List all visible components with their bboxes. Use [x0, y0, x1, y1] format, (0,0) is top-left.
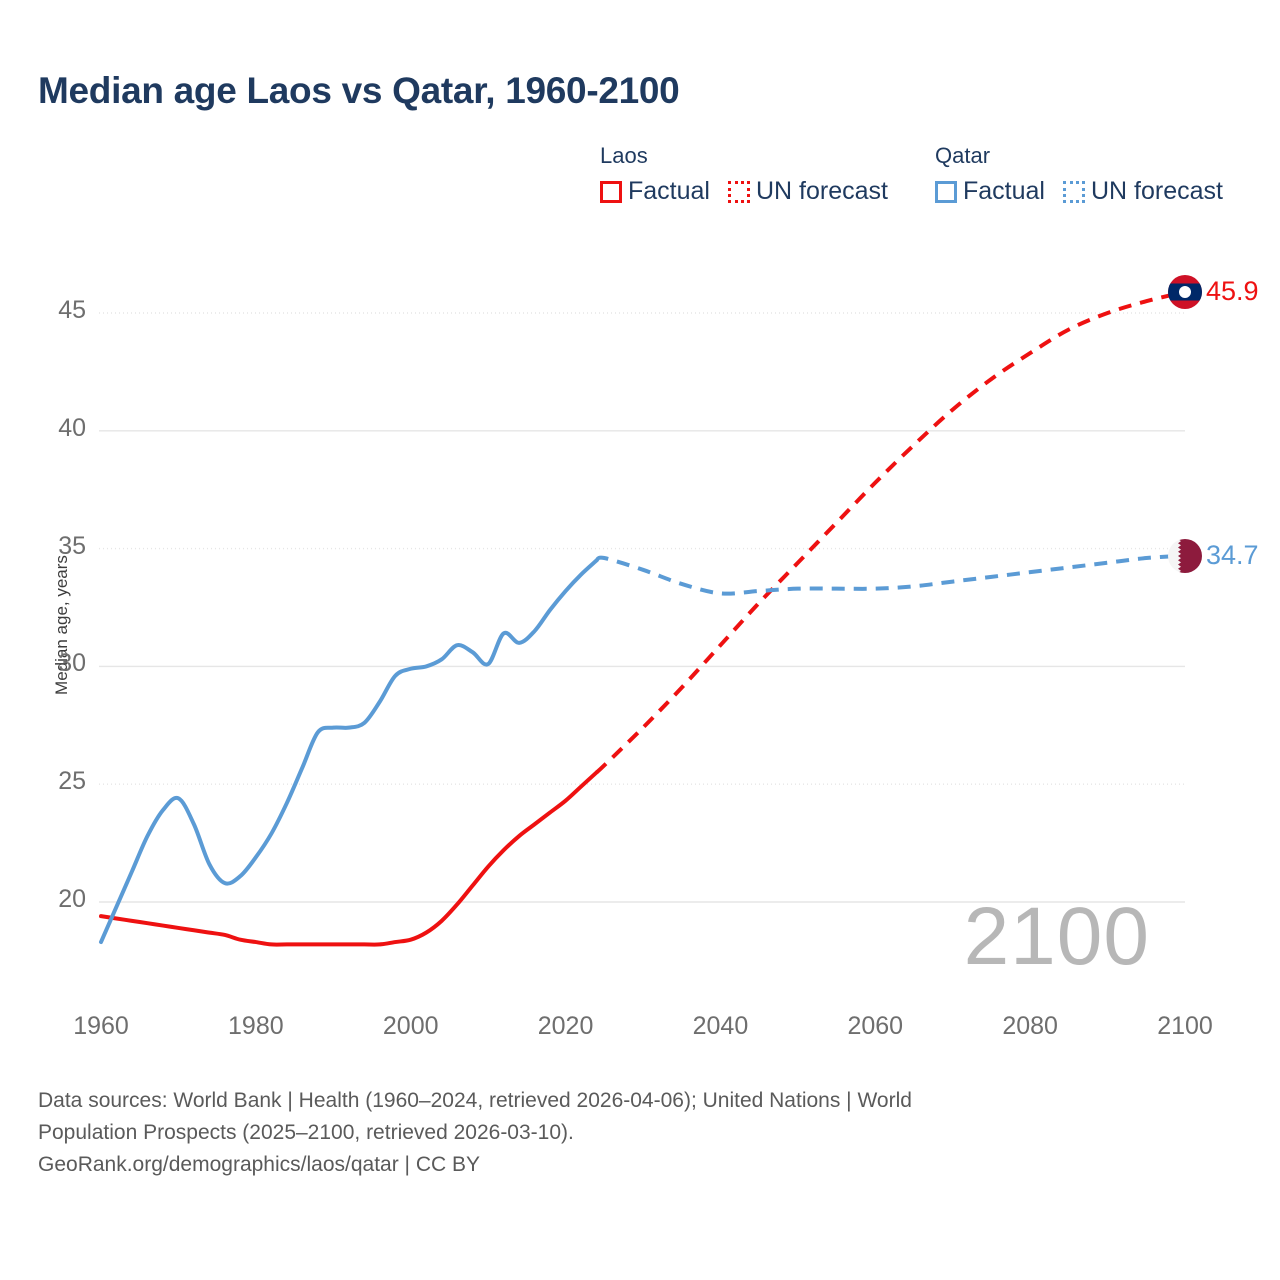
series-lines — [99, 289, 1186, 947]
y-axis-tick-label: 40 — [58, 413, 86, 442]
y-axis-tick-label: 30 — [58, 649, 86, 678]
page-title: Median age Laos vs Qatar, 1960-2100 — [38, 70, 680, 111]
y-axis-tick-label: 45 — [58, 296, 86, 324]
legend-item-label: Factual — [963, 177, 1045, 205]
legend-swatch-solid-icon — [935, 180, 957, 203]
legend-item-label: UN forecast — [755, 177, 888, 205]
legend-item-label: UN forecast — [1090, 177, 1223, 205]
watermark-year: 2100 — [963, 891, 1150, 982]
legend-item-laos-factual[interactable]: Factual — [600, 177, 710, 206]
x-axis-tick-label: 2060 — [847, 1012, 904, 1040]
x-axis-tick-label: 1960 — [73, 1012, 129, 1040]
footer-sources: Data sources: World Bank | Health (1960–… — [38, 1085, 1218, 1181]
legend-item-qatar-forecast[interactable]: UN forecast — [1062, 177, 1223, 206]
x-axis-tick-label: 2020 — [537, 1012, 594, 1040]
series-line-factual-laos — [99, 770, 599, 947]
legend-item-laos-forecast[interactable]: UN forecast — [727, 177, 888, 206]
laos-flag-icon — [1168, 274, 1202, 309]
series-line-forecast-qatar — [595, 553, 1186, 596]
qatar-flag-icon — [1168, 538, 1202, 573]
x-axis-tick-label: 2040 — [692, 1012, 749, 1040]
endpoint-value-qatar: 34.7 — [1206, 540, 1259, 571]
x-axis-tick-label: 2100 — [1157, 1012, 1213, 1040]
series-line-forecast-laos — [595, 289, 1186, 774]
legend-item-label: Factual — [628, 177, 710, 205]
endpoint-marker-qatar: 34.7 — [1168, 538, 1259, 573]
y-axis-tick-label: 20 — [58, 885, 86, 913]
legend-item-qatar-factual[interactable]: Factual — [935, 177, 1045, 206]
legend-country-label: Qatar — [935, 143, 991, 168]
footer-line-2: Population Prospects (2025–2100, retriev… — [38, 1121, 574, 1144]
legend-group-laos: Laos Factual UN forecast — [600, 143, 888, 206]
legend-swatch-dotted-icon — [1062, 180, 1085, 203]
y-axis-tick-label: 35 — [58, 531, 86, 560]
footer-line-1: Data sources: World Bank | Health (1960–… — [38, 1089, 912, 1112]
x-axis-tick-label: 2080 — [1002, 1012, 1058, 1040]
x-axis-tick-label: 1980 — [228, 1012, 284, 1040]
endpoint-marker-laos: 45.9 — [1168, 274, 1259, 309]
series-line-factual-qatar — [99, 558, 599, 945]
chart-legend: Laos Factual UN forecast Qatar Factual — [600, 143, 1260, 223]
y-axis-tick-label: 25 — [58, 767, 86, 796]
endpoint-value-laos: 45.9 — [1206, 276, 1259, 307]
gridlines — [99, 312, 1185, 903]
legend-swatch-dotted-icon — [727, 180, 750, 203]
legend-group-qatar: Qatar Factual UN forecast — [935, 143, 1223, 206]
legend-swatch-solid-icon — [600, 180, 622, 203]
x-axis-tick-label: 2000 — [382, 1012, 439, 1040]
footer-line-3: GeoRank.org/demographics/laos/qatar | CC… — [38, 1153, 481, 1176]
legend-country-label: Laos — [600, 143, 648, 168]
